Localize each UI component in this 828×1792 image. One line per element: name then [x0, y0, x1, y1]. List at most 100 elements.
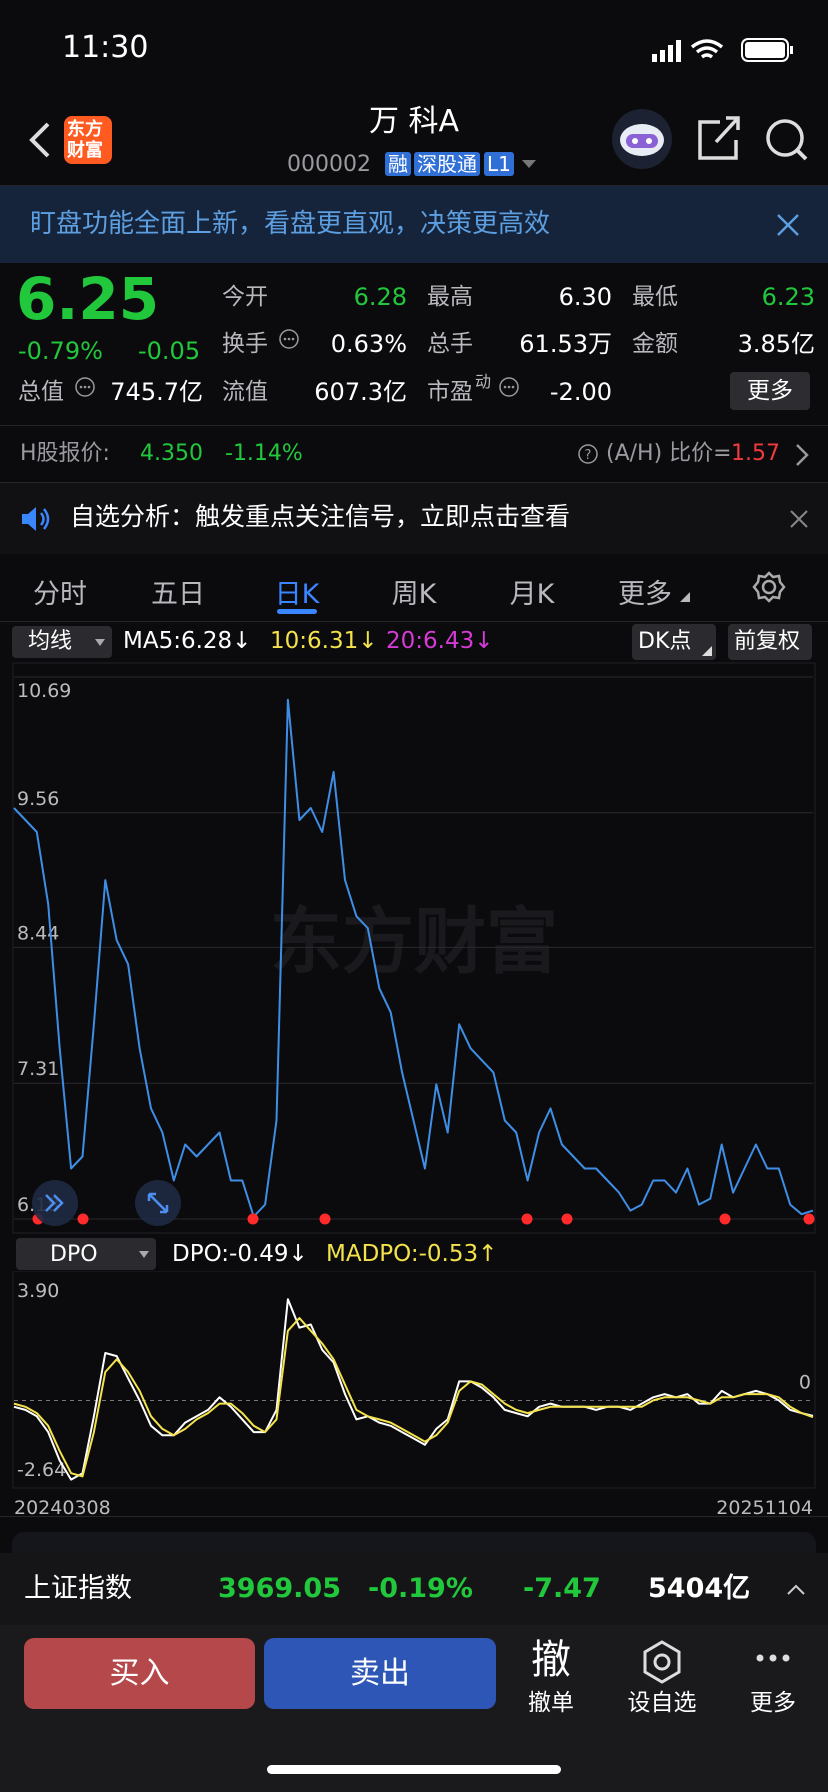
- h-share-change: -1.14%: [225, 441, 303, 466]
- dropdown[interactable]: [522, 160, 536, 170]
- info-icon[interactable]: [74, 376, 96, 398]
- stock-code: 000002: [287, 152, 371, 177]
- tab[interactable]: 更多: [618, 579, 672, 610]
- field-label: 换手: [222, 331, 268, 357]
- ma-legend: MA5:6.28↓: [123, 628, 252, 654]
- series-line: [13, 1298, 814, 1481]
- ma-selector[interactable]: 均线: [12, 626, 112, 658]
- back-button[interactable]: [24, 120, 54, 160]
- buy-button[interactable]: 买入: [24, 1638, 255, 1709]
- tab-caret: [680, 592, 690, 602]
- ma-legend: 10:6.31↓: [270, 628, 378, 654]
- y-tick-label: 10.69: [17, 680, 71, 702]
- dpo-selector[interactable]: DPO: [16, 1238, 156, 1270]
- watermark: 东方财富: [270, 900, 558, 984]
- svg-text:?: ?: [585, 448, 592, 463]
- more-icon[interactable]: [755, 1652, 791, 1664]
- field-value: 0.63%: [330, 330, 407, 358]
- field-label: 市盈: [427, 379, 473, 405]
- caret: [139, 1251, 149, 1258]
- notice[interactable]: 自选分析：触发重点关注信号，立即点击查看: [0, 483, 828, 554]
- price: 6.25: [16, 265, 160, 333]
- tab[interactable]: 月K: [509, 579, 555, 610]
- close-icon[interactable]: [776, 213, 800, 237]
- field-value: 61.53万: [519, 330, 612, 358]
- tab-underline: [277, 609, 317, 614]
- logo-text: 东方: [67, 119, 103, 140]
- ah-ratio: 1.57: [731, 441, 780, 466]
- stock-name: 万 科A: [368, 104, 460, 139]
- adjust-button[interactable]: 前复权: [728, 624, 812, 660]
- banner[interactable]: 盯盘功能全面上新，看盘更直观，决策更高效: [0, 186, 828, 263]
- tab[interactable]: 五日: [151, 579, 205, 610]
- app-logo: 东方 财富: [64, 116, 112, 164]
- status-time: 11:30: [62, 30, 149, 65]
- dk-text: DK点: [638, 629, 692, 654]
- adjust-text: 前复权: [734, 629, 801, 654]
- tag: 融: [385, 152, 411, 176]
- x-tick-label: 20251104: [716, 1497, 813, 1516]
- y-tick-label: 8.44: [17, 922, 59, 944]
- field-value: 6.23: [761, 283, 815, 311]
- series-line: [13, 1317, 814, 1478]
- chart-control-icon: [147, 1192, 169, 1214]
- price-chart: 东方财富 10.699.568.447.316.18: [12, 662, 816, 1234]
- series-line: [13, 698, 814, 1218]
- chevron[interactable]: [794, 443, 810, 467]
- index-turnover: 5404亿: [648, 1573, 751, 1604]
- field-label: 最低: [632, 284, 678, 310]
- dk-button[interactable]: DK点: [632, 624, 716, 660]
- settings-icon[interactable]: [752, 570, 786, 604]
- field-label: 总手: [427, 331, 473, 357]
- change: -0.05: [138, 337, 201, 365]
- change-pct: -0.79%: [18, 337, 103, 365]
- cancel-icon[interactable]: 撤: [531, 1637, 571, 1683]
- h-share-price: 4.350: [140, 441, 203, 466]
- tab[interactable]: 周K: [391, 579, 437, 610]
- y-tick-label: -2.64: [17, 1459, 66, 1481]
- signal-dot: [719, 1213, 731, 1225]
- y-tick-label: 7.31: [17, 1058, 59, 1080]
- logo-text: 财富: [67, 140, 103, 161]
- field-value: 745.7亿: [110, 378, 203, 406]
- index-bar[interactable]: 上证指数 3969.05 -0.19% -7.47 5404亿: [0, 1553, 828, 1625]
- header-icons: [612, 109, 808, 169]
- index-value: 3969.05: [218, 1573, 341, 1604]
- watch-label[interactable]: 设自选: [627, 1690, 697, 1716]
- field-value: 6.30: [558, 283, 612, 311]
- banner-text: 盯盘功能全面上新，看盘更直观，决策更高效: [30, 209, 551, 239]
- cancel-label[interactable]: 撤单: [528, 1690, 574, 1716]
- tag: L1: [484, 152, 514, 176]
- chart-frame: [12, 1271, 816, 1489]
- tab[interactable]: 分时: [33, 579, 87, 610]
- selector-text: DPO: [50, 1242, 98, 1267]
- sell-button[interactable]: 卖出: [264, 1638, 496, 1709]
- field-label: 最高: [427, 284, 473, 310]
- field-value: 6.28: [353, 283, 407, 311]
- h-share-label: H股报价:: [20, 441, 110, 466]
- field-value: -2.00: [549, 378, 612, 406]
- signal-dot: [319, 1213, 331, 1225]
- close-icon[interactable]: [790, 510, 808, 528]
- caret: [702, 646, 712, 656]
- signal-dot: [803, 1213, 815, 1225]
- field-label: 总值: [18, 379, 64, 405]
- field-label: 金额: [632, 331, 678, 357]
- field-label: 今开: [222, 284, 268, 310]
- expand-icon[interactable]: [787, 1583, 805, 1595]
- help-icon[interactable]: ?: [577, 443, 599, 465]
- info-icon[interactable]: [278, 328, 300, 350]
- more-button[interactable]: 更多: [730, 372, 810, 410]
- info-icon[interactable]: [498, 376, 520, 398]
- home-indicator: [267, 1765, 561, 1774]
- tag: 深股通: [414, 152, 480, 176]
- signal-dot: [521, 1213, 533, 1225]
- tab[interactable]: 日K: [274, 579, 320, 610]
- watch-icon[interactable]: [642, 1640, 682, 1684]
- speaker-icon: [22, 507, 50, 531]
- dpo-chart: 3.90 0 -2.64 20240308 20251104: [12, 1271, 816, 1516]
- y-tick-label: 3.90: [17, 1280, 59, 1302]
- caret: [95, 639, 105, 646]
- more-label[interactable]: 更多: [750, 1690, 796, 1716]
